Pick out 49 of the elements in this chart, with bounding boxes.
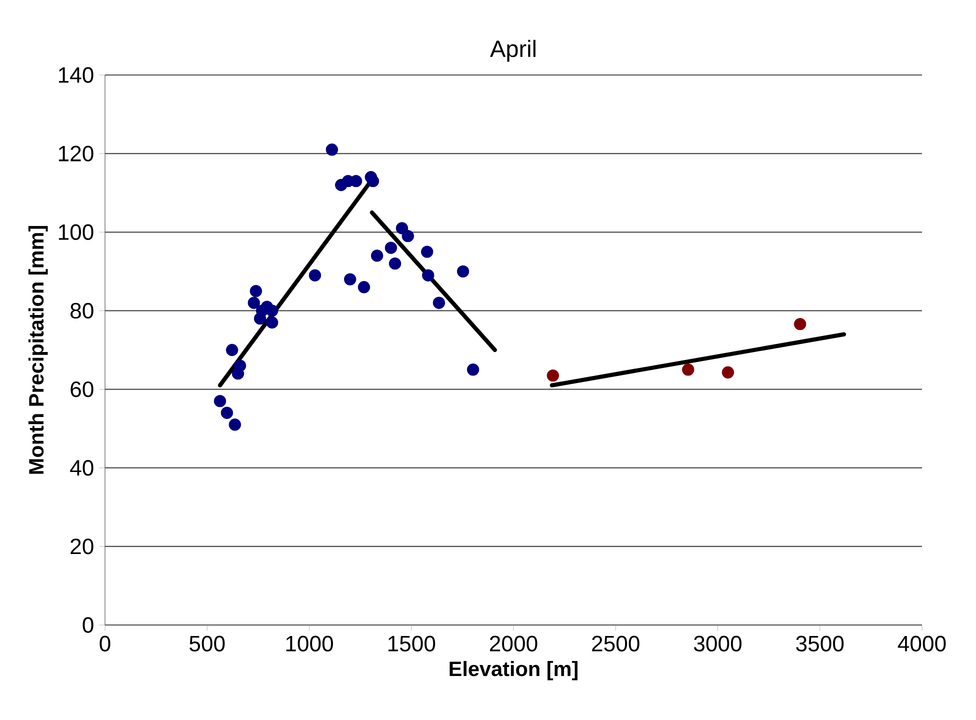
x-tick-label: 2500 xyxy=(592,636,640,652)
point xyxy=(421,246,434,258)
x-tick-label: 3000 xyxy=(694,636,742,652)
point xyxy=(384,242,398,254)
point xyxy=(266,316,278,329)
point xyxy=(232,367,244,380)
x-tick-label: 2000 xyxy=(490,636,538,652)
x-tick-label: 1500 xyxy=(388,636,436,652)
point xyxy=(456,265,470,278)
x-tick-label: 1000 xyxy=(286,636,333,652)
point xyxy=(388,257,402,270)
y-tick-label: 80 xyxy=(70,302,94,319)
point xyxy=(326,144,338,156)
x-tick-label: 500 xyxy=(190,636,225,652)
point xyxy=(228,418,241,431)
point xyxy=(226,344,238,356)
point xyxy=(358,281,370,294)
y-tick-label: 60 xyxy=(70,381,94,398)
point xyxy=(308,269,322,282)
point xyxy=(682,364,694,376)
x-tick-label: 0 xyxy=(100,636,110,652)
y-tick-label: 40 xyxy=(70,460,94,476)
point xyxy=(422,269,434,282)
chart-title: April xyxy=(490,40,536,62)
point xyxy=(256,304,268,317)
point xyxy=(266,304,278,317)
y-tick-label: 100 xyxy=(58,224,94,240)
x-tick-label: 4000 xyxy=(898,636,946,652)
point xyxy=(396,222,408,234)
point xyxy=(722,366,734,378)
point xyxy=(466,364,480,376)
y-tick-label: 140 xyxy=(58,67,94,83)
point xyxy=(214,394,226,408)
point xyxy=(366,174,380,188)
point xyxy=(248,296,260,309)
y-tick-label: 20 xyxy=(70,538,94,554)
point xyxy=(794,318,806,330)
point xyxy=(370,250,384,262)
point xyxy=(402,230,414,242)
y-axis-title: Month Precipitation [mm] xyxy=(28,226,48,474)
x-tick-label: 3500 xyxy=(796,636,844,652)
point xyxy=(546,369,560,382)
point xyxy=(432,296,446,309)
y-tick-label: 120 xyxy=(58,146,94,162)
x-axis-title: Elevation [m] xyxy=(450,660,578,680)
point xyxy=(250,284,262,298)
y-tick-label: 0 xyxy=(82,617,94,633)
point xyxy=(344,273,356,286)
point xyxy=(220,406,234,419)
